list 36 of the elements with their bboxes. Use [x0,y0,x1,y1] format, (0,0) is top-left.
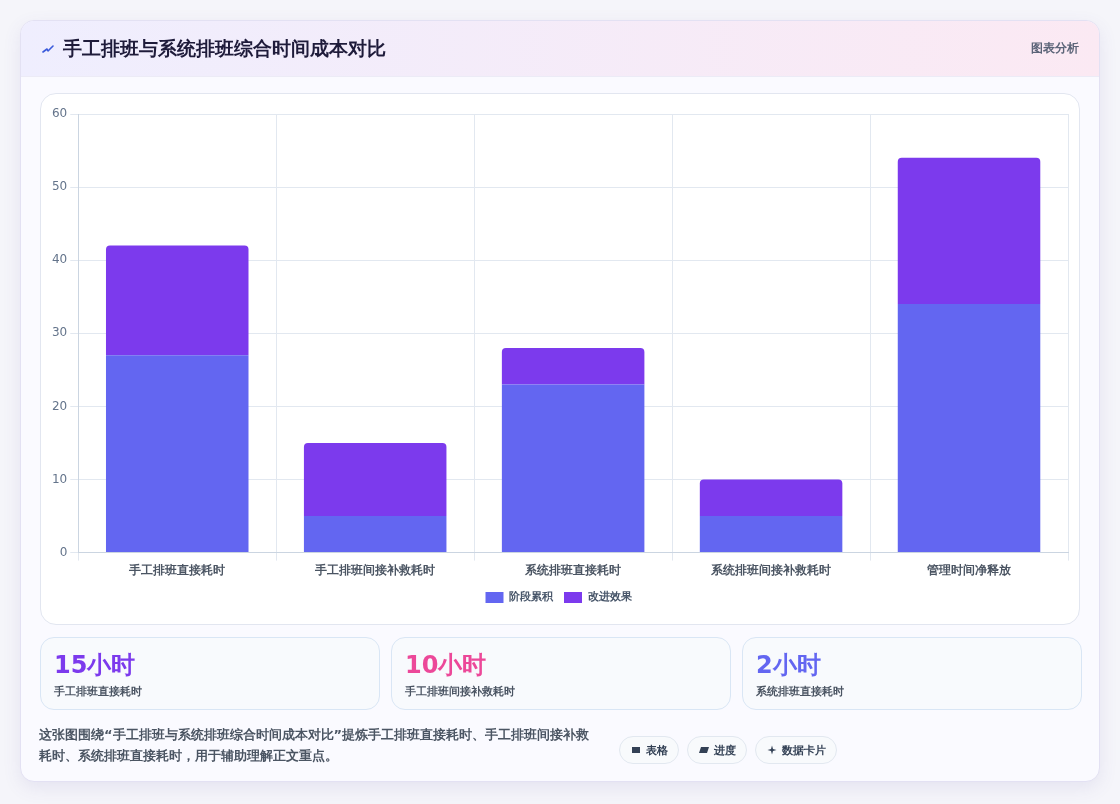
text: 图表分析 [1031,40,1079,57]
text: 数据卡片 [782,742,826,758]
chart-title: 手工排班与系统排班综合时间成本对比 [63,36,386,61]
bar [105,245,249,356]
bar [303,516,447,553]
y-tick-label: 50 [51,179,68,194]
legend-label: 改进效果 [587,590,633,604]
bar [897,157,1041,305]
bar [699,516,843,553]
x-tick-label: 系统排班直接耗时 [524,562,622,577]
text: 系统排班直接耗时 [756,684,844,699]
x-tick-label: 系统排班间接补救耗时 [710,562,832,577]
bar [501,347,645,385]
text: 15小时 [54,650,136,681]
bar [699,479,843,517]
x-tick-label: 管理时间净释放 [926,562,1013,577]
y-tick-label: 0 [59,544,68,559]
text: 10小时 [405,650,487,681]
text: 手工排班间接补救耗时 [405,684,515,699]
text: 这张图围绕“手工排班与系统排班综合时间成本对比”提炼手工排班直接耗时、手工排班间接补救耗时、系统排班直接耗时，用于辅助理解正文重点。 [39,726,591,765]
x-tick-label: 手工排班间接补救耗时 [314,562,436,577]
text: 手工排班直接耗时 [54,684,142,699]
bar [501,384,645,553]
y-tick-label: 10 [51,471,68,486]
text: 表格 [646,742,668,758]
text: 进度 [714,742,736,758]
text: 2小时 [756,650,821,681]
y-tick-label: 40 [51,252,68,267]
legend-label: 阶段累积 [509,590,554,604]
x-tick-label: 手工排班直接耗时 [128,562,226,577]
bar [105,355,249,553]
y-tick-label: 30 [51,325,68,340]
y-tick-label: 60 [51,106,68,121]
bar [303,442,447,517]
bar [897,304,1041,553]
y-tick-label: 20 [51,398,68,413]
